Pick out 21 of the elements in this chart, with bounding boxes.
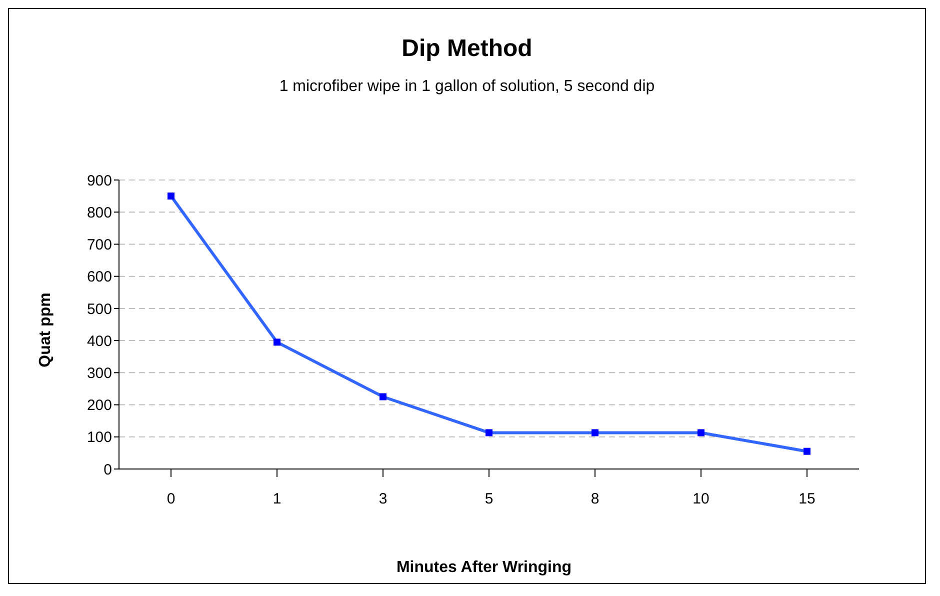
x-tick-label: 5: [484, 490, 494, 508]
y-tick-label: 0: [104, 461, 112, 478]
y-tick-label: 600: [86, 268, 112, 286]
chart-subtitle: 1 microfiber wipe in 1 gallon of solution, 5 second dip: [278, 78, 656, 96]
y-tick-label: 900: [86, 172, 112, 190]
x-tick-label: 10: [692, 490, 710, 508]
chart-title: Dip Method: [400, 35, 534, 63]
y-axis-title: Quat ppm: [37, 292, 55, 368]
y-tick-label: 300: [86, 364, 112, 382]
y-tick-label: 400: [86, 332, 112, 350]
y-tick-label: 800: [86, 204, 112, 222]
y-tick-label: 500: [86, 300, 112, 318]
y-tick-label: 100: [86, 429, 112, 446]
x-tick-label: 1: [272, 490, 282, 508]
x-tick-label: 8: [590, 490, 600, 508]
y-tick-label: 700: [86, 236, 112, 254]
x-axis-title: Minutes After Wringing: [396, 559, 572, 576]
x-tick-label: 15: [798, 490, 816, 508]
x-tick-label: 0: [166, 490, 176, 508]
y-tick-label: 200: [86, 397, 112, 414]
x-tick-label: 3: [378, 490, 388, 508]
